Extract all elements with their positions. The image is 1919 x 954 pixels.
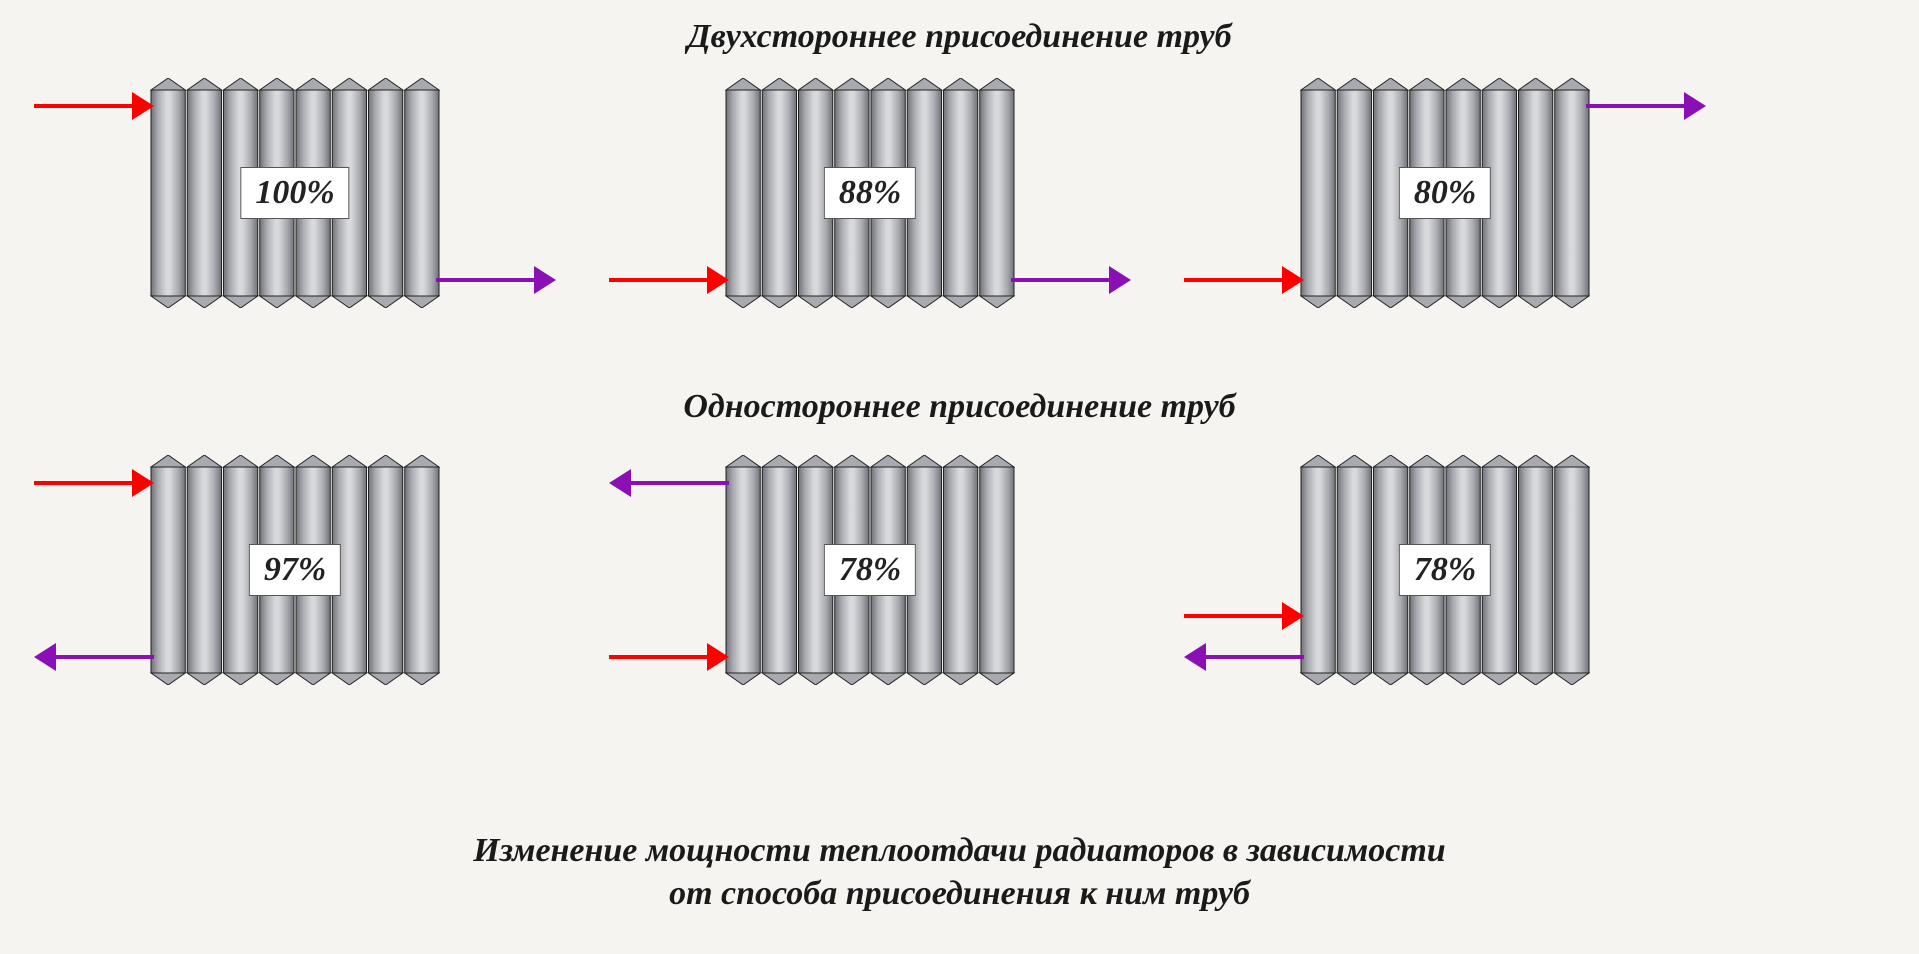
radiator-cell: 80% <box>1300 78 1590 308</box>
radiator-cell: 88% <box>725 78 1015 308</box>
diagram-page: Двухстороннее присоединение труб Односто… <box>0 0 1919 954</box>
figure-caption: Изменение мощности теплоотдачи радиаторо… <box>0 830 1919 915</box>
outlet-arrow-icon <box>1011 264 1131 296</box>
efficiency-label: 97% <box>249 544 341 596</box>
inlet-arrow-icon <box>34 467 154 499</box>
efficiency-label: 78% <box>824 544 916 596</box>
outlet-arrow-icon <box>1184 641 1304 673</box>
inlet-arrow-icon <box>34 90 154 122</box>
efficiency-label: 88% <box>824 167 916 219</box>
outlet-arrow-icon <box>34 641 154 673</box>
efficiency-label: 100% <box>240 167 349 219</box>
radiator-cell: 100% <box>150 78 440 308</box>
inlet-arrow-icon <box>609 641 729 673</box>
radiator-cell: 78% <box>1300 455 1590 685</box>
efficiency-label: 78% <box>1399 544 1491 596</box>
radiator-cell: 78% <box>725 455 1015 685</box>
outlet-arrow-icon <box>1586 90 1706 122</box>
inlet-arrow-icon <box>1184 600 1304 632</box>
caption-line-2: от способа присоединения к ним труб <box>669 875 1250 912</box>
section-title-one-side: Одностороннее присоединение труб <box>0 388 1919 426</box>
outlet-arrow-icon <box>609 467 729 499</box>
inlet-arrow-icon <box>609 264 729 296</box>
section-title-two-side: Двухстороннее присоединение труб <box>0 18 1919 56</box>
outlet-arrow-icon <box>436 264 556 296</box>
caption-line-1: Изменение мощности теплоотдачи радиаторо… <box>473 832 1445 869</box>
efficiency-label: 80% <box>1399 167 1491 219</box>
inlet-arrow-icon <box>1184 264 1304 296</box>
radiator-cell: 97% <box>150 455 440 685</box>
